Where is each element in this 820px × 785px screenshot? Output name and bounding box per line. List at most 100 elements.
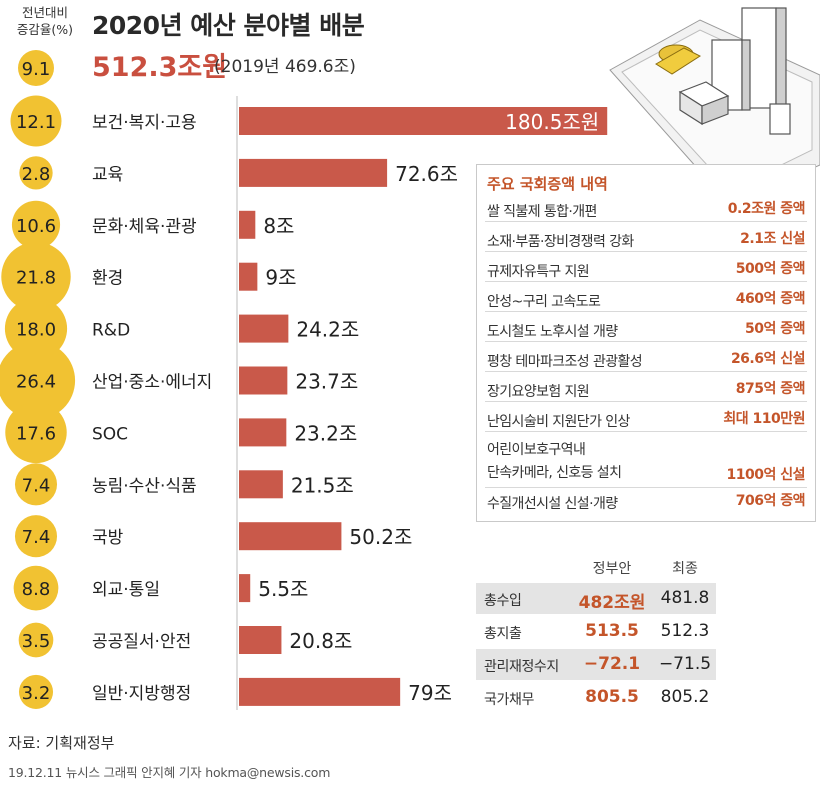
category-label: 외교·통일 [92, 580, 160, 600]
panel-title: 주요 국회증액 내역 [487, 175, 608, 193]
total-growth-circle [18, 50, 54, 86]
column-header-final: 최종 [672, 561, 698, 577]
graphic-credit: 19.12.11 뉴시스 그래픽 안지혜 기자 hokma@newsis.com [8, 765, 331, 780]
increase-item: 규제자유특구 지원 [487, 264, 590, 280]
value-label: 8조 [263, 214, 294, 238]
growth-rate-label: 3.5 [22, 631, 51, 652]
bar [239, 574, 251, 603]
increase-row: 도시철도 노후시설 개량 50억 증액 [485, 317, 807, 342]
summary-header-row: 정부안 최종 [476, 550, 716, 581]
category-label: 일반·지방행정 [92, 684, 191, 704]
summary-row: 관리재정수지 −72.1 −71.5 [476, 649, 716, 680]
growth-rate-circle [0, 341, 76, 420]
increase-value: 26.6억 신설 [730, 351, 806, 367]
growth-rate-circle [5, 401, 67, 464]
bar [239, 418, 287, 447]
bar-group: 12.1 보건·복지·고용 180.5조원 2.8 교육 72.6조 10.6 문화·체육·관… [0, 95, 608, 709]
assembly-increase-panel: 주요 국회증액 내역 쌀 직불제 통합·개편 0.2조원 증액 소재·부품·장비… [476, 164, 816, 522]
value-label: 79조 [408, 681, 452, 705]
bar [239, 470, 283, 499]
summary-label: 관리재정수지 [484, 659, 559, 675]
growth-rate-label: 26.4 [16, 372, 56, 393]
increase-item: 소재·부품·장비경쟁력 강화 [487, 234, 634, 250]
bar [239, 626, 282, 654]
summary-row: 총지출 513.5 512.3 [476, 616, 716, 647]
category-label: SOC [92, 424, 128, 444]
growth-rate-label: 12.1 [16, 112, 56, 133]
increase-item: 어린이보호구역내 단속카메라, 신호등 설치 [487, 439, 622, 485]
summary-final-value: 512.3 [660, 621, 710, 641]
value-label: 50.2조 [349, 525, 412, 549]
increase-item: 안성~구리 고속도로 [487, 294, 601, 310]
growth-rate-circle [14, 463, 58, 506]
bar [239, 366, 288, 395]
growth-rate-circle [1, 241, 71, 312]
increase-item: 수질개선시설 신설·개량 [487, 496, 618, 512]
increase-value: 460억 증액 [735, 291, 806, 307]
bar [239, 522, 342, 551]
growth-rate-label: 7.4 [22, 527, 51, 548]
summary-row: 총수입 482조원 481.8 [476, 583, 716, 614]
clip-icon [655, 44, 702, 75]
summary-final-value: −71.5 [658, 654, 712, 674]
increase-item: 장기요양보험 지원 [487, 384, 590, 400]
increase-item-line2: 단속카메라, 신호등 설치 [487, 465, 622, 481]
increase-item: 쌀 직불제 통합·개편 [487, 204, 597, 220]
increase-row: 난임시술비 지원단가 인상 최대 110만원 [485, 407, 807, 432]
growth-rate-label: 18.0 [16, 320, 56, 341]
bar [239, 158, 388, 187]
total-growth-label: 9.1 [22, 59, 51, 80]
category-label: 공공질서·안전 [92, 632, 191, 652]
bar [239, 210, 256, 239]
increase-row: 장기요양보험 지원 875억 증액 [485, 377, 807, 402]
growth-rate-label: 8.8 [22, 579, 51, 600]
value-label: 23.2조 [294, 421, 357, 445]
increase-row: 어린이보호구역내 단속카메라, 신호등 설치 1100억 신설 [485, 437, 807, 488]
growth-rate-label: 10.6 [16, 216, 56, 237]
bar [239, 314, 289, 343]
summary-gov-value: 482조원 [578, 593, 646, 613]
value-label: 21.5조 [291, 473, 354, 497]
increase-value: 706억 증액 [735, 493, 806, 509]
increase-item-line1: 어린이보호구역내 [487, 442, 586, 458]
increase-value: 50억 증액 [745, 321, 806, 337]
summary-gov-value: −72.1 [583, 654, 641, 674]
summary-final-value: 481.8 [660, 588, 710, 608]
value-label: 5.5조 [258, 577, 308, 601]
page-title: 2020년 예산 분야별 배분 [92, 11, 365, 40]
value-label: 23.7조 [295, 370, 358, 394]
summary-gov-value: 513.5 [585, 621, 639, 641]
category-label: 산업·중소·에너지 [92, 373, 212, 393]
increase-item: 도시철도 노후시설 개량 [487, 324, 618, 340]
increase-item: 난임시술비 지원단가 인상 [487, 414, 630, 430]
previous-year-budget: (2019년 469.6조) [214, 57, 356, 77]
increase-value: 2.1조 신설 [740, 231, 805, 247]
category-label: 국방 [92, 528, 124, 548]
category-label: 문화·체육·관광 [92, 217, 197, 237]
increase-value: 최대 110만원 [723, 411, 805, 427]
growth-rate-circle [18, 622, 54, 658]
value-label: 20.8조 [289, 629, 352, 653]
summary-gov-value: 805.5 [585, 687, 639, 707]
bar [239, 677, 401, 706]
increase-value: 500억 증액 [735, 261, 806, 277]
category-label: 농림·수산·식품 [92, 476, 197, 496]
increase-value: 875억 증액 [735, 381, 806, 397]
growth-rate-circle [19, 156, 53, 190]
increase-row: 소재·부품·장비경쟁력 강화 2.1조 신설 [485, 227, 807, 252]
increase-row: 안성~구리 고속도로 460억 증액 [485, 287, 807, 312]
category-label: 환경 [92, 269, 123, 289]
increase-row: 쌀 직불제 통합·개편 0.2조원 증액 [485, 197, 807, 222]
category-label: R&D [92, 321, 130, 341]
summary-label: 총수입 [484, 593, 522, 609]
clipboard-illustration [609, 7, 820, 206]
growth-rate-label: 21.8 [16, 268, 56, 289]
growth-rate-circle [13, 565, 59, 611]
increase-row: 규제자유특구 지원 500억 증액 [485, 257, 807, 282]
column-header-gov: 정부안 [592, 561, 632, 577]
growth-header-line2: 증감율(%) [16, 22, 74, 37]
data-source: 자료: 기획재정부 [8, 734, 115, 752]
category-label: 보건·복지·고용 [92, 113, 197, 133]
growth-rate-label: 2.8 [22, 164, 51, 185]
